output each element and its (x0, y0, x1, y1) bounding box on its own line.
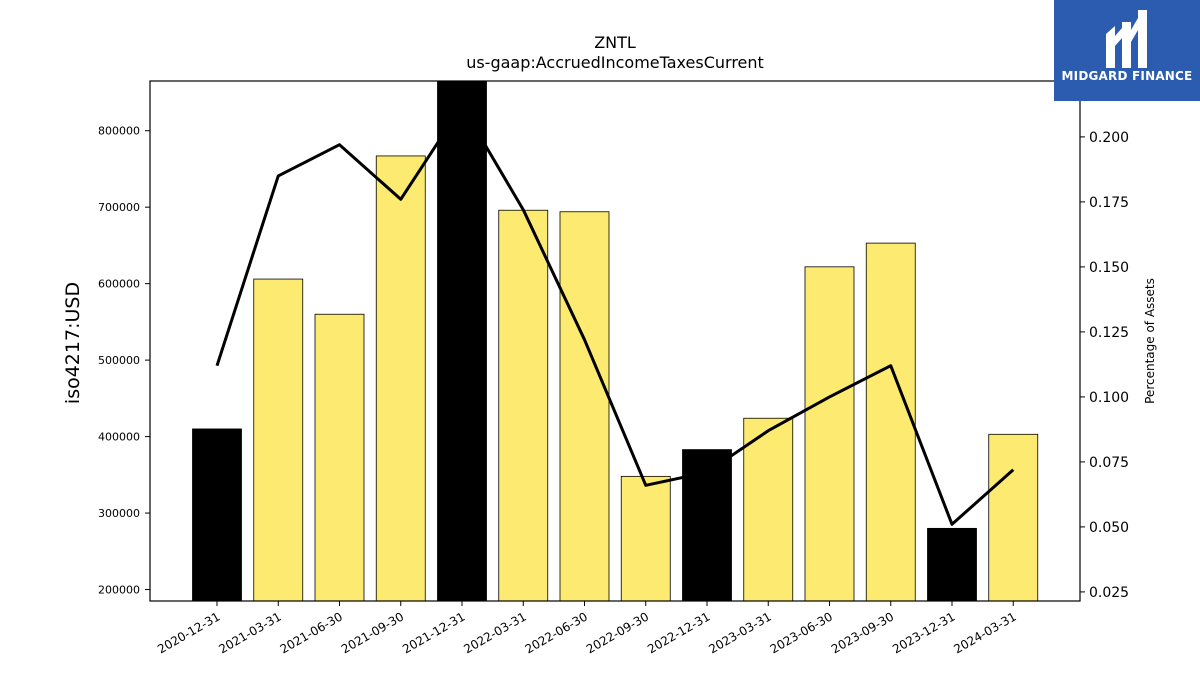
y-tick-label: 400000 (98, 431, 140, 444)
x-tick-label: 2022-09-30 (584, 609, 651, 656)
y2-tick-label: 0.100 (1089, 390, 1129, 406)
x-tick-label: 2023-09-30 (829, 609, 896, 656)
x-tick-label: 2022-12-31 (645, 609, 712, 656)
x-tick-label: 2024-03-31 (951, 609, 1018, 656)
bar-2021-12-31 (437, 80, 487, 602)
plot-frame (149, 80, 1081, 602)
y-tick-label: 600000 (98, 278, 140, 291)
bar-2021-09-30 (375, 155, 426, 602)
y2-axis-label: Percentage of Assets (1143, 278, 1157, 404)
right-axis: 0.025 0.050 0.075 0.100 0.125 0.150 0.175 0.200 (1080, 130, 1129, 601)
bar-2022-06-30 (559, 211, 610, 602)
x-axis: 2020-12-312021-03-312021-06-302021-09-30… (155, 601, 1019, 656)
bar-2021-03-31 (253, 278, 304, 602)
brand-logo: MIDGARD FINANCE (1054, 0, 1200, 101)
y-tick-label: 800000 (98, 125, 140, 138)
bar-2022-03-31 (498, 209, 549, 602)
midgard-logo-icon (1106, 10, 1147, 68)
y-tick-label: 500000 (98, 354, 140, 367)
x-tick-label: 2021-03-31 (216, 609, 283, 656)
chart-subtitle: us-gaap:AccruedIncomeTaxesCurrent (466, 53, 764, 72)
bar-2024-03-31 (988, 433, 1039, 602)
x-tick-label: 2023-03-31 (706, 609, 773, 656)
x-tick-label: 2023-06-30 (768, 609, 835, 656)
bar-2023-06-30 (804, 266, 855, 602)
x-tick-label: 2022-03-31 (461, 609, 528, 656)
y2-tick-label: 0.200 (1089, 130, 1129, 146)
y-tick-label: 300000 (98, 507, 140, 520)
y2-tick-label: 0.125 (1089, 325, 1129, 341)
x-tick-label: 2021-06-30 (278, 609, 345, 656)
x-tick-label: 2023-12-31 (890, 609, 957, 656)
x-tick-label: 2020-12-31 (155, 609, 222, 656)
logo-text: MIDGARD FINANCE (1061, 69, 1193, 83)
bar-2021-06-30 (314, 313, 365, 602)
y2-tick-label: 0.150 (1089, 260, 1129, 276)
bar-2020-12-31 (192, 428, 242, 602)
y-tick-label: 700000 (98, 201, 140, 214)
x-tick-label: 2022-06-30 (523, 609, 590, 656)
y-tick-label: 200000 (98, 584, 140, 597)
line-group (215, 104, 1015, 526)
bar-2023-09-30 (865, 242, 916, 602)
x-tick-label: 2021-12-31 (400, 609, 467, 656)
y2-tick-label: 0.050 (1089, 520, 1129, 536)
bar-2023-03-31 (743, 417, 794, 602)
y2-tick-label: 0.175 (1089, 195, 1129, 211)
left-axis: 200000 300000 400000 500000 600000 700000 8000… (98, 125, 150, 597)
percentage-line (215, 104, 1015, 526)
bar-2022-09-30 (620, 475, 671, 602)
x-tick-label: 2021-09-30 (339, 609, 406, 656)
y2-tick-label: 0.075 (1089, 455, 1129, 471)
bar-2023-12-31 (927, 527, 977, 602)
y-axis-label: iso4217:USD (62, 282, 84, 404)
chart-title: ZNTL (594, 33, 636, 52)
y2-tick-label: 0.025 (1089, 585, 1129, 601)
bar-group (192, 80, 1039, 602)
